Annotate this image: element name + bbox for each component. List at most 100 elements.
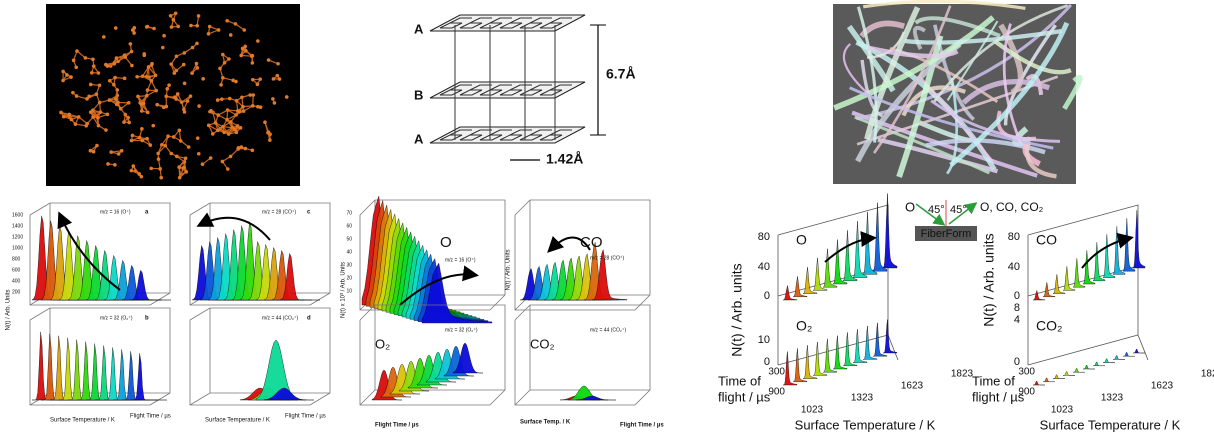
atom [146, 65, 151, 69]
spectrum [1132, 210, 1146, 269]
atom [266, 58, 271, 62]
species-label: CO₂ [1036, 318, 1062, 334]
layer-plane [429, 81, 586, 99]
temp-axis-label: Surface Temperature / K [795, 417, 936, 432]
atom [256, 39, 260, 43]
layer-plane [429, 126, 586, 144]
atom [226, 132, 231, 136]
hex-row [479, 17, 512, 29]
z-axis-label: Flight Time / µs [285, 414, 326, 420]
atom [184, 170, 189, 174]
spectrum [1092, 242, 1106, 281]
atom [144, 25, 149, 29]
atom [155, 102, 159, 107]
atom [98, 110, 103, 114]
incident-beam [915, 203, 946, 226]
spectrum [131, 353, 167, 401]
hex-row [519, 17, 552, 29]
bond [224, 128, 235, 133]
atom [178, 139, 183, 143]
atom [271, 97, 275, 101]
hex-row [499, 84, 532, 96]
atom [91, 149, 96, 154]
atom [240, 95, 244, 100]
spectrum [416, 354, 448, 386]
atom [220, 97, 224, 101]
atom [220, 52, 225, 57]
frame [1027, 204, 1149, 366]
layer-label: B [414, 87, 423, 102]
atom [244, 49, 248, 53]
atom [272, 101, 277, 105]
atom [177, 128, 182, 133]
atom [164, 94, 169, 99]
spectrum [802, 267, 818, 294]
y-tick-label: 4 [1014, 314, 1020, 326]
y-tick-label: 40 [346, 249, 352, 255]
atom [250, 53, 255, 58]
atom [74, 65, 78, 70]
atom [122, 120, 126, 124]
atom [109, 150, 114, 154]
atom [225, 167, 230, 171]
atom [75, 49, 79, 53]
atom [239, 53, 244, 58]
atom [129, 168, 134, 173]
spectrum [452, 342, 484, 374]
atom [183, 156, 188, 161]
atom [160, 45, 165, 50]
spectrum [434, 348, 466, 380]
atom [255, 82, 260, 87]
atom [225, 117, 229, 122]
atom [216, 113, 221, 117]
species-label: O₂ [375, 336, 390, 351]
spectrum [380, 366, 412, 398]
atom [209, 109, 213, 113]
atom [241, 109, 246, 113]
hex-row [479, 84, 512, 96]
temp-tick-label: 1023 [1051, 405, 1074, 416]
atom [91, 57, 95, 62]
atom [137, 172, 142, 176]
z-axis-label: Surface Temp. / K [520, 420, 571, 426]
carbon-network [59, 11, 289, 180]
atom [238, 126, 243, 130]
fiber [877, 137, 999, 174]
time-tick-label: 900 [1018, 387, 1035, 398]
atom [91, 64, 96, 68]
fiber [872, 5, 952, 154]
fiber [912, 25, 926, 50]
atom [234, 79, 238, 84]
atom [104, 128, 108, 132]
atom [195, 23, 199, 28]
atom [242, 28, 247, 32]
atom [116, 59, 120, 64]
atom [130, 133, 135, 138]
time-axis-label: flight / µs [972, 389, 1025, 404]
spectrum [862, 325, 878, 360]
atom [156, 151, 160, 156]
atom [172, 71, 177, 75]
y-tick-label: 30 [346, 262, 352, 268]
atom [186, 145, 191, 149]
spectrum [1082, 364, 1095, 370]
atom [126, 101, 131, 105]
atom [113, 97, 118, 101]
atom [106, 162, 110, 166]
atom [210, 132, 215, 136]
atom [145, 136, 149, 141]
atom [85, 97, 89, 101]
atom [256, 104, 260, 109]
atom [122, 76, 127, 81]
atom [137, 135, 142, 140]
spectrum [1072, 258, 1086, 288]
atom [190, 71, 194, 75]
atom [113, 75, 117, 80]
bond [76, 50, 86, 59]
atom [243, 146, 248, 151]
atom [230, 125, 235, 130]
atom [175, 92, 180, 96]
layer-label: A [414, 131, 424, 146]
atom [216, 28, 221, 32]
